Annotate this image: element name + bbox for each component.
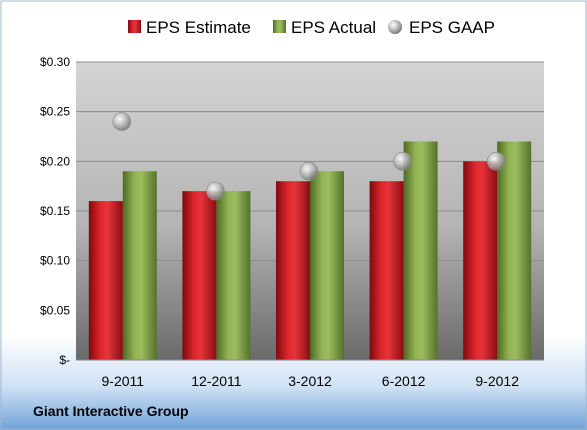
bar-eps-estimate [182,191,217,360]
bar-eps-estimate [276,181,310,360]
y-tick-label: $0.30 [40,55,70,69]
y-tick-label: $0.05 [40,303,70,317]
bar-eps-estimate [88,201,123,360]
legend-label-eps-estimate: EPS Estimate [146,18,251,37]
bar-eps-actual [310,171,344,360]
marker-eps-gaap [299,161,319,181]
bar-eps-actual [403,141,438,360]
legend-marker-eps-gaap [388,20,402,34]
marker-eps-gaap [486,152,506,171]
y-tick-label: $0.20 [40,154,70,168]
bars [88,141,532,360]
marker-eps-gaap [393,152,412,171]
bar-eps-estimate [463,161,498,360]
bar-eps-actual [122,171,157,360]
legend-label-eps-actual: EPS Actual [291,18,376,37]
x-axis: 9-2011 12-2011 3-2012 6-2012 9-2012 [102,373,520,389]
company-name: Giant Interactive Group [33,403,189,419]
marker-eps-gaap [206,181,225,201]
legend-swatch-eps-actual [273,20,286,33]
x-tick-label: 9-2012 [475,373,519,389]
y-axis: $0.30 $0.25 $0.20 $0.15 $0.10 $0.05 $- [40,55,70,367]
legend-item-eps-gaap: EPS GAAP [388,18,495,37]
y-tick-label: $0.10 [40,254,70,268]
legend-swatch-eps-estimate [128,20,141,33]
marker-eps-gaap [112,112,132,131]
bar-eps-actual [497,141,532,360]
legend-item-eps-actual: EPS Actual [273,18,376,37]
bar-eps-estimate [369,181,404,360]
y-tick-label: $- [59,353,70,367]
x-tick-label: 6-2012 [382,373,426,389]
x-tick-label: 3-2012 [288,373,332,389]
x-tick-label: 9-2011 [102,373,145,389]
gaap-markers [112,112,506,201]
bar-eps-actual [216,191,251,360]
legend: EPS Estimate EPS Actual EPS GAAP [128,18,495,37]
legend-label-eps-gaap: EPS GAAP [409,18,495,37]
y-tick-label: $0.25 [40,105,70,119]
y-tick-label: $0.15 [40,204,70,218]
x-tick-label: 12-2011 [191,373,242,389]
legend-item-eps-estimate: EPS Estimate [128,18,251,37]
